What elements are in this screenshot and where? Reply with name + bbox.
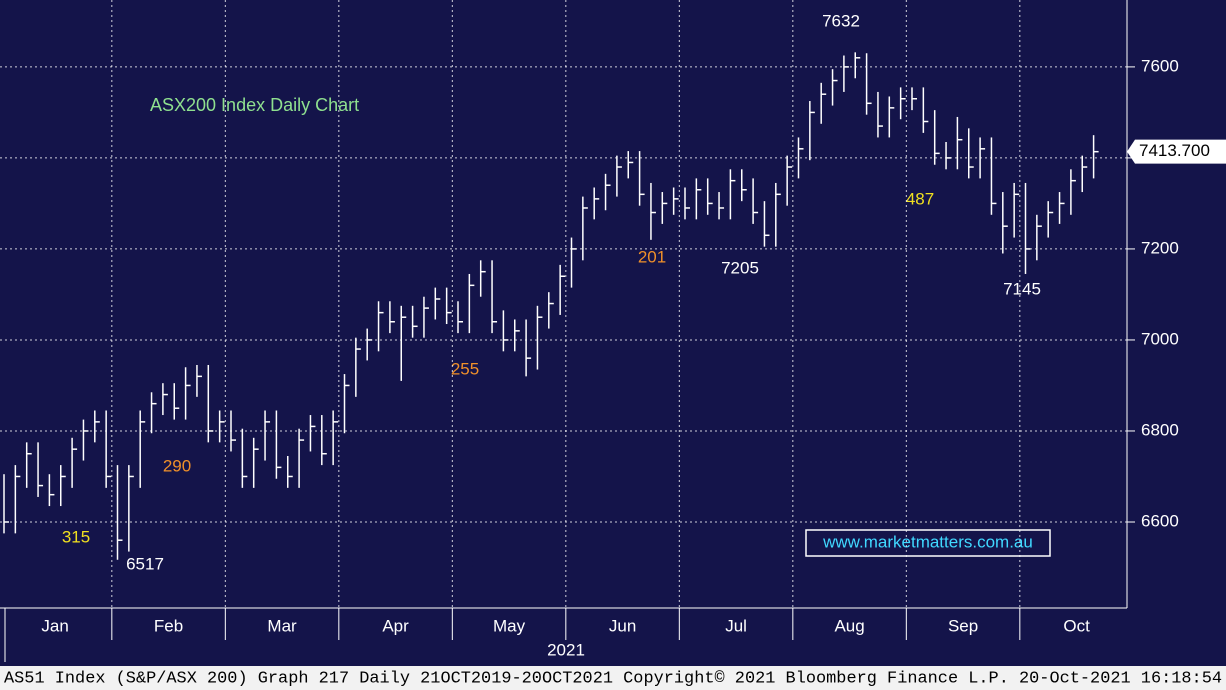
y-tick-label: 7200 — [1141, 238, 1179, 257]
watermark: www.marketmatters.com.au — [822, 532, 1033, 551]
chart-title: ASX200 Index Daily Chart — [150, 95, 359, 115]
footer: AS51 Index (S&P/ASX 200) Graph 217 Daily… — [4, 668, 1222, 687]
annotation: 7145 — [1003, 279, 1041, 298]
last-price-box — [1127, 139, 1226, 164]
x-tick-label: Apr — [382, 616, 409, 635]
x-tick-label: Oct — [1063, 616, 1090, 635]
x-tick-label: Jun — [609, 616, 636, 635]
x-tick-label: Jul — [725, 616, 747, 635]
annotation: 201 — [638, 247, 666, 266]
last-price-label: 7413.700 — [1139, 141, 1210, 160]
y-tick-label: 7600 — [1141, 56, 1179, 75]
annotation: 290 — [163, 456, 191, 475]
annotation: 7205 — [721, 258, 759, 277]
x-tick-label: May — [493, 616, 526, 635]
annotation: 7632 — [822, 11, 860, 30]
x-tick-label: Feb — [154, 616, 183, 635]
x-tick-label: Sep — [948, 616, 978, 635]
footer-bar — [0, 666, 1226, 690]
x-tick-label: Jan — [41, 616, 68, 635]
annotation: 315 — [62, 527, 90, 546]
annotation: 255 — [451, 359, 479, 378]
watermark-box — [805, 529, 1051, 557]
y-tick-label: 7000 — [1141, 329, 1179, 348]
annotation: 6517 — [126, 554, 164, 573]
y-tick-label: 6800 — [1141, 420, 1179, 439]
x-tick-label: Mar — [267, 616, 297, 635]
year-label: 2021 — [547, 640, 585, 659]
x-tick-label: Aug — [834, 616, 864, 635]
y-tick-label: 6600 — [1141, 511, 1179, 530]
annotation: 487 — [906, 189, 934, 208]
